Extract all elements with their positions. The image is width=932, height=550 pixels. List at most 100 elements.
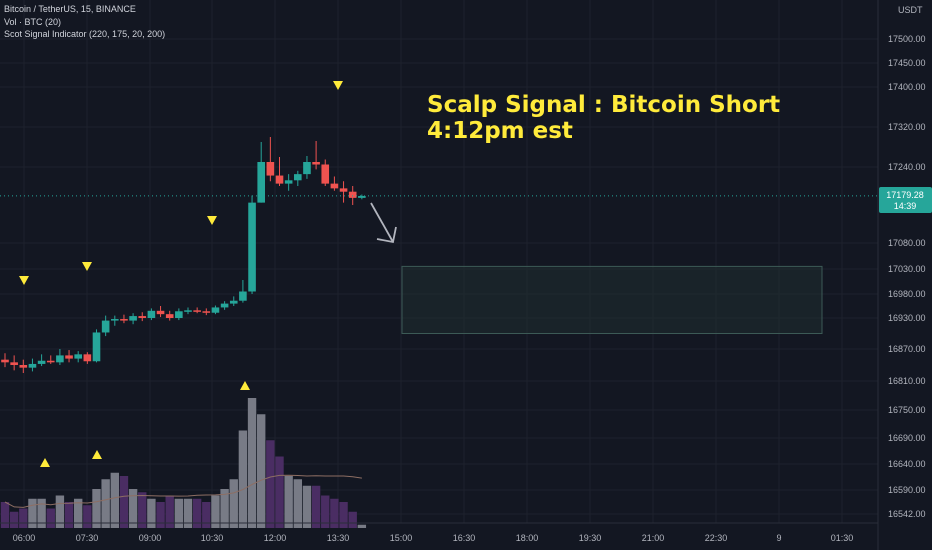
volume-bar (19, 508, 28, 528)
volume-bar (165, 495, 174, 528)
volume-bar (174, 498, 184, 528)
buy-signal-icon (240, 381, 250, 390)
volume-bars (0, 398, 367, 528)
candle-body (92, 332, 101, 362)
candle-body (175, 311, 183, 318)
volume-bar (92, 489, 101, 528)
chart-grid (0, 0, 878, 523)
candle-body (129, 316, 137, 321)
volume-bar (110, 472, 119, 528)
time-tick-label: 18:00 (516, 533, 539, 543)
volume-bar (202, 502, 211, 528)
sell-signal-icon (333, 81, 343, 90)
candle-body (248, 202, 256, 292)
annotation-line-1[interactable]: Scalp Signal : Bitcoin Short (427, 92, 781, 118)
price-tag: 17179.28 14:39 (879, 187, 932, 213)
candle-body (275, 175, 284, 184)
candle-body (202, 311, 211, 313)
volume-bar (37, 498, 46, 528)
time-tick-label: 06:00 (13, 533, 36, 543)
candle-body (19, 365, 28, 368)
time-tick-label: 07:30 (76, 533, 99, 543)
candle-body (111, 319, 119, 321)
time-tick-label: 21:00 (642, 533, 665, 543)
price-tick-label: 17400.00 (888, 82, 926, 92)
volume-indicator-label[interactable]: Vol · BTC (20) (4, 17, 62, 27)
volume-bar (83, 505, 92, 528)
price-tick-label: 17500.00 (888, 34, 926, 44)
volume-bar (321, 495, 330, 528)
price-tag-countdown: 14:39 (894, 201, 917, 211)
volume-bar (101, 479, 110, 528)
candle-body (312, 162, 320, 165)
volume-bar (74, 498, 83, 528)
price-tick-label: 16750.00 (888, 405, 926, 415)
candle-body (83, 354, 92, 362)
volume-bar (257, 414, 266, 528)
time-tick-label: 19:30 (579, 533, 602, 543)
price-tick-label: 16980.00 (888, 289, 926, 299)
signal-markers (19, 81, 343, 467)
time-tick-label: 13:30 (327, 533, 350, 543)
price-tick-label: 17320.00 (888, 122, 926, 132)
candle-body (229, 300, 238, 304)
sell-signal-icon (82, 262, 92, 271)
volume-bar (55, 495, 65, 528)
volume-bar (138, 492, 147, 528)
sell-signal-icon (19, 276, 29, 285)
candle-body (46, 360, 55, 363)
price-tick-label: 17450.00 (888, 58, 926, 68)
time-tick-label: 16:30 (453, 533, 476, 543)
time-tick-label: 10:30 (201, 533, 224, 543)
signal-indicator-label[interactable]: Scot Signal Indicator (220, 175, 20, 200… (4, 29, 166, 39)
price-tick-label: 16930.00 (888, 313, 926, 323)
annotation-line-2[interactable]: 4:12pm est (427, 118, 573, 144)
volume-bar (266, 440, 275, 528)
volume-bar (348, 511, 357, 528)
sell-signal-icon (207, 216, 217, 225)
volume-bar (339, 502, 348, 528)
candle-body (184, 310, 192, 312)
candle-body (294, 174, 302, 181)
candle-body (220, 303, 229, 308)
candle-body (28, 363, 37, 368)
symbol-title[interactable]: Bitcoin / TetherUS, 15, BINANCE (4, 4, 136, 14)
volume-bar (192, 498, 202, 528)
volume-bar (238, 430, 248, 528)
volume-bar (220, 489, 229, 528)
volume-bar (0, 502, 10, 528)
currency-label: USDT (898, 5, 923, 15)
candle-body (10, 362, 18, 365)
candle-body (193, 310, 201, 312)
volume-bar (247, 398, 257, 528)
time-tick-label: 12:00 (264, 533, 287, 543)
candle-body (138, 316, 147, 318)
candle-body (120, 319, 128, 321)
volume-bar (293, 479, 302, 528)
volume-bar (211, 495, 220, 528)
candle-body (266, 162, 275, 176)
volume-bar (147, 498, 156, 528)
down-arrow-icon (370, 202, 397, 244)
volume-bar (156, 502, 165, 528)
price-tick-label: 16870.00 (888, 344, 926, 354)
time-tick-label: 09:00 (139, 533, 162, 543)
buy-signal-icon (92, 450, 102, 459)
candle-body (348, 191, 357, 198)
price-tick-label: 16640.00 (888, 459, 926, 469)
candle-body (257, 162, 265, 203)
volume-bar (119, 476, 129, 528)
time-tick-label: 22:30 (705, 533, 728, 543)
volume-bar (330, 498, 339, 528)
candle-body (147, 310, 156, 318)
volume-bar (183, 498, 193, 528)
price-tick-label: 17080.00 (888, 238, 926, 248)
candle-body (330, 183, 339, 189)
candle-body (56, 355, 64, 363)
price-tick-label: 16542.00 (888, 509, 926, 519)
price-tick-label: 17240.00 (888, 162, 926, 172)
volume-bar (28, 498, 37, 528)
volume-bar (229, 479, 238, 528)
volume-bar (302, 485, 312, 528)
